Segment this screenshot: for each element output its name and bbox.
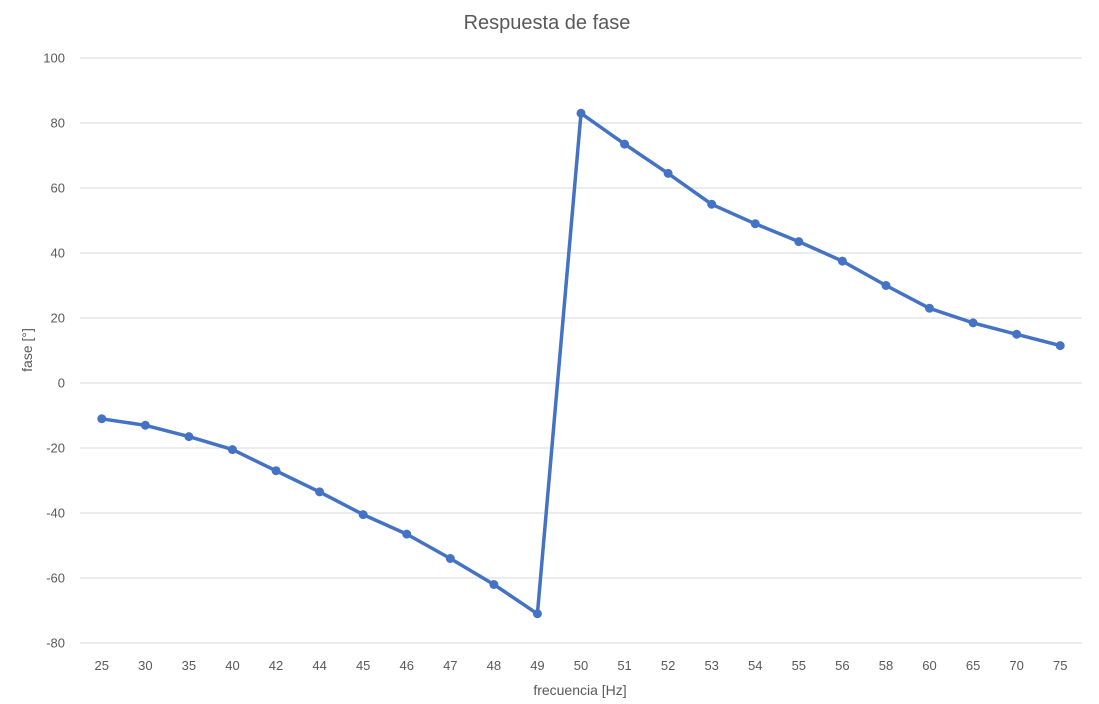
data-point [489, 580, 499, 589]
gridlines [80, 57, 1082, 644]
x-tick-label: 45 [356, 658, 370, 673]
x-tick-label: 47 [443, 658, 457, 673]
x-tick-label: 70 [1009, 658, 1023, 673]
y-axis-ticks: -80 -60 -40 -20 0 20 40 60 80 100 [43, 51, 65, 651]
chart-title: Respuesta de fase [464, 12, 631, 34]
data-point [532, 609, 542, 619]
y-tick-label: -80 [46, 636, 65, 651]
x-tick-label: 56 [835, 658, 849, 673]
y-axis-title: fase [°] [19, 328, 35, 372]
data-point [881, 281, 891, 290]
x-tick-label: 49 [530, 658, 544, 673]
y-tick-label: 0 [58, 376, 65, 391]
x-tick-label: 35 [182, 658, 196, 673]
x-tick-label: 50 [574, 658, 588, 673]
x-axis-ticks: 25 30 35 40 42 44 45 46 47 48 49 50 51 52 53 54 55 56 58 60… [95, 658, 1068, 673]
data-point [750, 219, 760, 229]
x-tick-label: 58 [879, 658, 893, 673]
x-tick-label: 51 [617, 658, 631, 673]
y-tick-label: 40 [51, 246, 65, 261]
y-tick-label: 20 [51, 311, 65, 326]
data-point [315, 487, 325, 497]
x-tick-label: 52 [661, 658, 675, 673]
x-tick-label: 53 [704, 658, 718, 673]
data-point [358, 510, 368, 520]
series-layer [97, 108, 1065, 619]
data-point [576, 108, 586, 118]
data-point [707, 199, 717, 209]
data-point [184, 432, 194, 442]
data-point [620, 139, 630, 149]
x-tick-label: 60 [922, 658, 936, 673]
data-point [1012, 329, 1022, 339]
y-tick-label: -40 [46, 506, 65, 521]
y-tick-label: 60 [51, 181, 65, 196]
x-axis-title: frecuencia [Hz] [533, 682, 626, 698]
y-tick-label: 100 [43, 51, 65, 66]
data-point [97, 414, 107, 424]
x-tick-label: 65 [966, 658, 980, 673]
x-tick-label: 46 [400, 658, 414, 673]
x-tick-label: 25 [95, 658, 109, 673]
y-tick-label: 80 [51, 116, 65, 131]
data-point [227, 445, 237, 455]
x-tick-label: 42 [269, 658, 283, 673]
data-point [140, 420, 150, 430]
data-point [663, 168, 673, 178]
data-point [794, 237, 804, 247]
data-point [402, 529, 412, 539]
x-tick-label: 40 [225, 658, 239, 673]
x-tick-label: 30 [138, 658, 152, 673]
x-tick-label: 54 [748, 658, 762, 673]
y-tick-label: -60 [46, 571, 65, 586]
data-point [271, 466, 281, 476]
y-tick-label: -20 [46, 441, 65, 456]
x-tick-label: 48 [487, 658, 501, 673]
x-tick-label: 55 [792, 658, 806, 673]
data-point [968, 318, 978, 328]
data-point [1055, 341, 1065, 351]
data-point [445, 554, 455, 563]
x-tick-label: 44 [312, 658, 326, 673]
data-point [837, 256, 847, 266]
x-tick-label: 75 [1053, 658, 1067, 673]
data-point [925, 303, 935, 313]
